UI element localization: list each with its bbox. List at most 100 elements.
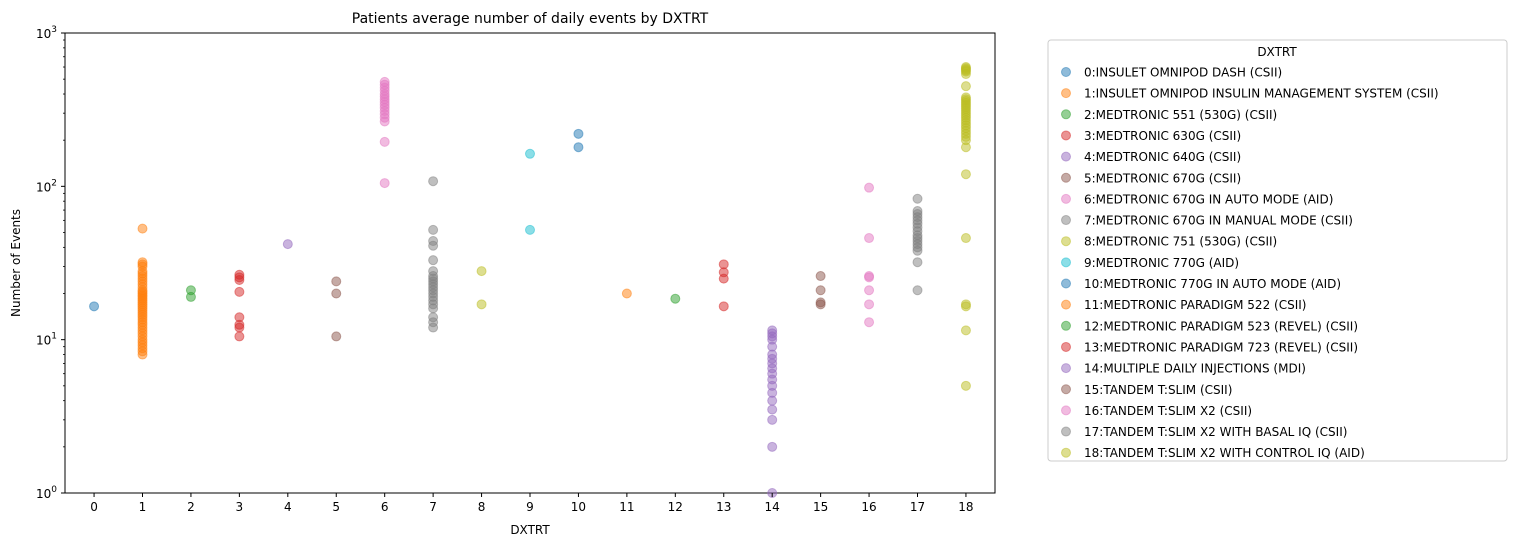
legend-label-18: 18:TANDEM T:SLIM X2 WITH CONTROL IQ (AID… [1084,446,1365,460]
data-point-series-14-13 [767,395,778,406]
x-tick-label-6: 6 [381,500,389,514]
legend-marker-3 [1061,130,1071,141]
x-tick-label-14: 14 [765,500,780,514]
legend-marker-7 [1061,215,1071,226]
legend-marker-1 [1061,88,1071,99]
data-point-series-14-16 [767,441,778,452]
data-point-series-14-15 [767,414,778,425]
data-point-series-18-30 [960,301,971,312]
data-point-series-7-1 [428,224,439,235]
data-point-series-16-1 [864,233,875,244]
data-point-series-10-0 [573,128,584,139]
data-point-series-5-2 [331,331,342,342]
legend-label-7: 7:MEDTRONIC 670G IN MANUAL MODE (CSII) [1084,214,1353,228]
data-point-series-6-13 [379,116,390,127]
data-point-series-6-14 [379,136,390,147]
x-tick-label-7: 7 [429,500,437,514]
data-point-series-16-6 [864,317,875,328]
data-point-series-17-13 [912,245,923,256]
data-point-series-8-0 [476,266,487,277]
data-point-series-10-1 [573,142,584,153]
x-tick-label-16: 16 [861,500,876,514]
x-tick-label-12: 12 [668,500,683,514]
data-point-series-5-0 [331,276,342,287]
data-point-series-9-1 [525,224,535,235]
legend-label-4: 4:MEDTRONIC 640G (CSII) [1084,150,1241,164]
data-point-series-1-38 [137,349,148,360]
x-tick-label-18: 18 [958,500,973,514]
legend-label-12: 12:MEDTRONIC PARADIGM 523 (REVEL) (CSII) [1084,319,1358,333]
data-point-series-18-5 [960,69,971,80]
legend-label-1: 1:INSULET OMNIPOD INSULIN MANAGEMENT SYS… [1084,87,1439,101]
data-point-series-12-0 [670,293,681,304]
legend-marker-18 [1061,447,1071,458]
x-tick-label-2: 2 [187,500,195,514]
y-axis-ticks: 100 101 102 103 [36,25,65,501]
x-tick-label-4: 4 [284,500,292,514]
data-point-series-11-0 [621,288,632,299]
x-tick-label-0: 0 [90,500,98,514]
x-tick-label-9: 9 [526,500,534,514]
data-point-series-16-0 [864,182,875,193]
legend-label-9: 9:MEDTRONIC 770G (AID) [1084,256,1239,270]
legend-marker-10 [1061,278,1071,289]
data-point-series-0-0 [89,301,100,312]
points-layer [89,62,971,498]
data-point-series-13-2 [718,273,729,284]
x-tick-label-17: 17 [910,500,925,514]
legend-marker-14 [1061,363,1071,374]
data-point-series-3-7 [234,331,245,342]
data-point-series-18-6 [960,81,971,92]
legend-label-17: 17:TANDEM T:SLIM X2 WITH BASAL IQ (CSII) [1084,425,1347,439]
data-point-series-15-3 [815,299,826,310]
data-point-series-16-4 [864,285,875,296]
data-point-series-15-0 [815,271,826,282]
data-point-series-7-4 [428,255,439,266]
data-point-series-17-15 [912,285,923,296]
data-point-series-18-27 [960,169,971,180]
legend-marker-13 [1061,341,1071,352]
data-point-series-18-32 [960,380,971,391]
data-point-series-4-0 [282,239,293,250]
data-point-series-2-1 [185,291,196,302]
data-point-series-7-16 [428,303,439,314]
data-point-series-8-1 [476,299,487,310]
y-tick-label-2: 102 [36,178,57,194]
legend-label-10: 10:MEDTRONIC 770G IN AUTO MODE (AID) [1084,277,1341,291]
legend-label-2: 2:MEDTRONIC 551 (530G) (CSII) [1084,108,1277,122]
legend-items: 0:INSULET OMNIPOD DASH (CSII) 1:INSULET O… [1061,66,1439,460]
legend-label-3: 3:MEDTRONIC 630G (CSII) [1084,129,1241,143]
legend-label-8: 8:MEDTRONIC 751 (530G) (CSII) [1084,235,1277,249]
y-axis-label: Number of Events [9,209,23,317]
x-tick-label-13: 13 [716,500,731,514]
x-tick-label-1: 1 [139,500,147,514]
legend-marker-6 [1061,193,1071,204]
legend: DXTRT 0:INSULET OMNIPOD DASH (CSII) 1:INS… [1047,39,1508,462]
legend-marker-8 [1061,236,1071,247]
data-point-series-18-28 [960,233,971,244]
data-point-series-16-3 [864,272,875,283]
data-point-series-14-14 [767,404,778,415]
x-tick-label-11: 11 [619,500,634,514]
legend-marker-11 [1061,299,1071,310]
data-point-series-18-26 [960,142,971,153]
legend-label-15: 15:TANDEM T:SLIM (CSII) [1084,383,1232,397]
data-point-series-3-3 [234,286,245,297]
x-tick-label-5: 5 [332,500,340,514]
data-point-series-3-6 [234,322,245,333]
y-tick-label-3: 103 [36,25,57,41]
x-tick-label-10: 10 [571,500,586,514]
data-point-series-13-3 [718,301,729,312]
y-tick-label-1: 101 [36,332,57,348]
data-point-series-15-1 [815,285,826,296]
x-tick-label-8: 8 [478,500,486,514]
data-point-series-7-19 [428,322,439,333]
legend-label-0: 0:INSULET OMNIPOD DASH (CSII) [1084,66,1282,80]
legend-label-14: 14:MULTIPLE DAILY INJECTIONS (MDI) [1084,362,1306,376]
legend-label-13: 13:MEDTRONIC PARADIGM 723 (REVEL) (CSII) [1084,340,1358,354]
legend-marker-15 [1061,384,1071,395]
legend-label-6: 6:MEDTRONIC 670G IN AUTO MODE (AID) [1084,192,1333,206]
data-point-series-6-15 [379,178,390,189]
data-point-series-17-14 [912,257,923,268]
